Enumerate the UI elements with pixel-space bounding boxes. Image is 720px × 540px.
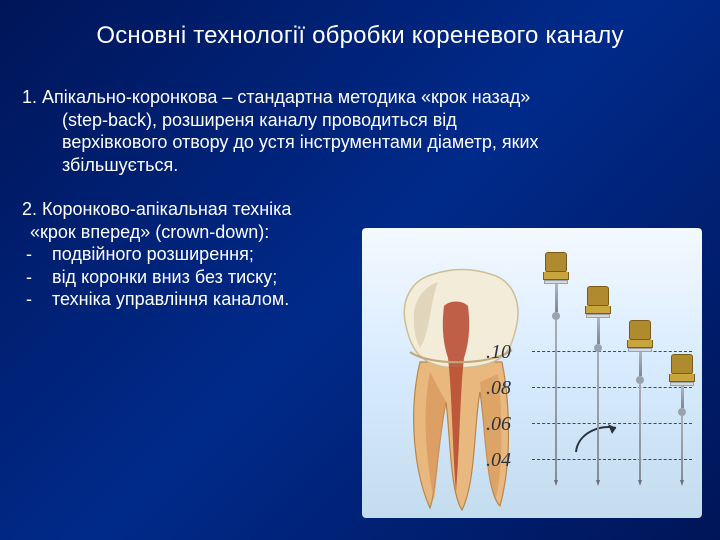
tooth-files-illustration: .10 .08 .06 .04 [362, 228, 702, 518]
bullet-dash-icon: - [26, 243, 52, 266]
file-stop-icon [678, 408, 686, 416]
file-blade-icon [597, 352, 599, 480]
file-shaft-icon [681, 386, 684, 408]
endodontic-file-icon [668, 354, 696, 506]
file-blade-icon [681, 416, 683, 480]
depth-label: .04 [486, 449, 511, 472]
bullet-dash-icon: - [26, 288, 52, 311]
file-shaft-icon [639, 352, 642, 376]
file-tip-icon [554, 480, 558, 486]
item1-line2: (step-back), розширеня каналу проводитьс… [22, 109, 692, 132]
depth-label: .08 [486, 377, 511, 400]
file-shaft-icon [555, 284, 558, 312]
endodontic-file-icon [584, 286, 612, 506]
file-tip-icon [596, 480, 600, 486]
file-tip-icon [680, 480, 684, 486]
file-cap-icon [627, 340, 653, 348]
file-handle-icon [671, 354, 693, 374]
file-cap-icon [585, 306, 611, 314]
file-handle-icon [587, 286, 609, 306]
item1-line3: верхівкового отвору до устя інструментам… [22, 131, 692, 154]
item1-lead: 1. Апікально-коронкова – стандартна мето… [22, 87, 530, 107]
file-cap-icon [543, 272, 569, 280]
file-stop-icon [636, 376, 644, 384]
item1-line4: збільшується. [22, 154, 692, 177]
file-stop-icon [594, 344, 602, 352]
file-stop-icon [552, 312, 560, 320]
file-shaft-icon [597, 318, 600, 344]
file-blade-icon [639, 384, 641, 480]
endodontic-file-icon [626, 320, 654, 506]
file-handle-icon [545, 252, 567, 272]
item2-head: 2. Коронково-апікальная техніка [22, 198, 692, 221]
file-tip-icon [638, 480, 642, 486]
file-cap-icon [669, 374, 695, 382]
bullet-dash-icon: - [26, 266, 52, 289]
endodontic-file-icon [542, 252, 570, 506]
file-blade-icon [555, 320, 557, 480]
file-handle-icon [629, 320, 651, 340]
page-title: Основні технології обробки кореневого ка… [0, 0, 720, 50]
depth-label: .10 [486, 341, 511, 364]
list-item-1: 1. Апікально-коронкова – стандартна мето… [22, 86, 692, 176]
depth-label: .06 [486, 413, 511, 436]
